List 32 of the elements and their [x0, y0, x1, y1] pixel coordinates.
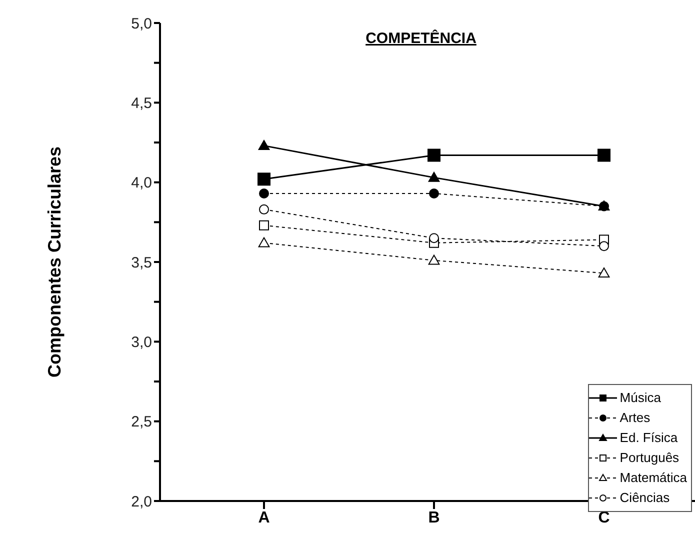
y-tick-label: 2,5 [131, 414, 152, 431]
point [258, 237, 270, 248]
legend-label: Música [620, 389, 661, 407]
legend-label: Artes [620, 409, 650, 427]
x-tick-label: B [428, 509, 440, 526]
y-tick-label: 3,0 [131, 334, 152, 351]
text: COMPETÊNCIA [366, 29, 477, 47]
point [258, 140, 270, 150]
point [429, 233, 439, 244]
point [599, 241, 609, 252]
y-tick-label: 5,0 [131, 15, 152, 32]
point [598, 148, 610, 162]
y-tick-label: 4,5 [131, 94, 152, 112]
y-tick-label: 2,0 [131, 493, 152, 510]
point [259, 220, 269, 230]
x-tick-label: C [598, 509, 610, 526]
y-tick-label: 4,0 [131, 174, 152, 192]
legend-label: Ciências [620, 489, 670, 507]
y-tick-label: 3,5 [131, 254, 152, 272]
legend-label: Português [620, 449, 680, 467]
point [598, 267, 610, 278]
point [428, 254, 440, 265]
legend-label: Matemática [620, 469, 687, 487]
point [258, 172, 270, 186]
x-tick-label: A [258, 509, 270, 526]
point [428, 148, 440, 162]
point [259, 204, 269, 214]
point [429, 188, 439, 198]
y-axis-title: Componentes Curriculares [44, 146, 64, 378]
point [259, 188, 269, 198]
legend-label: Ed. Física [620, 429, 678, 447]
point [428, 172, 440, 182]
